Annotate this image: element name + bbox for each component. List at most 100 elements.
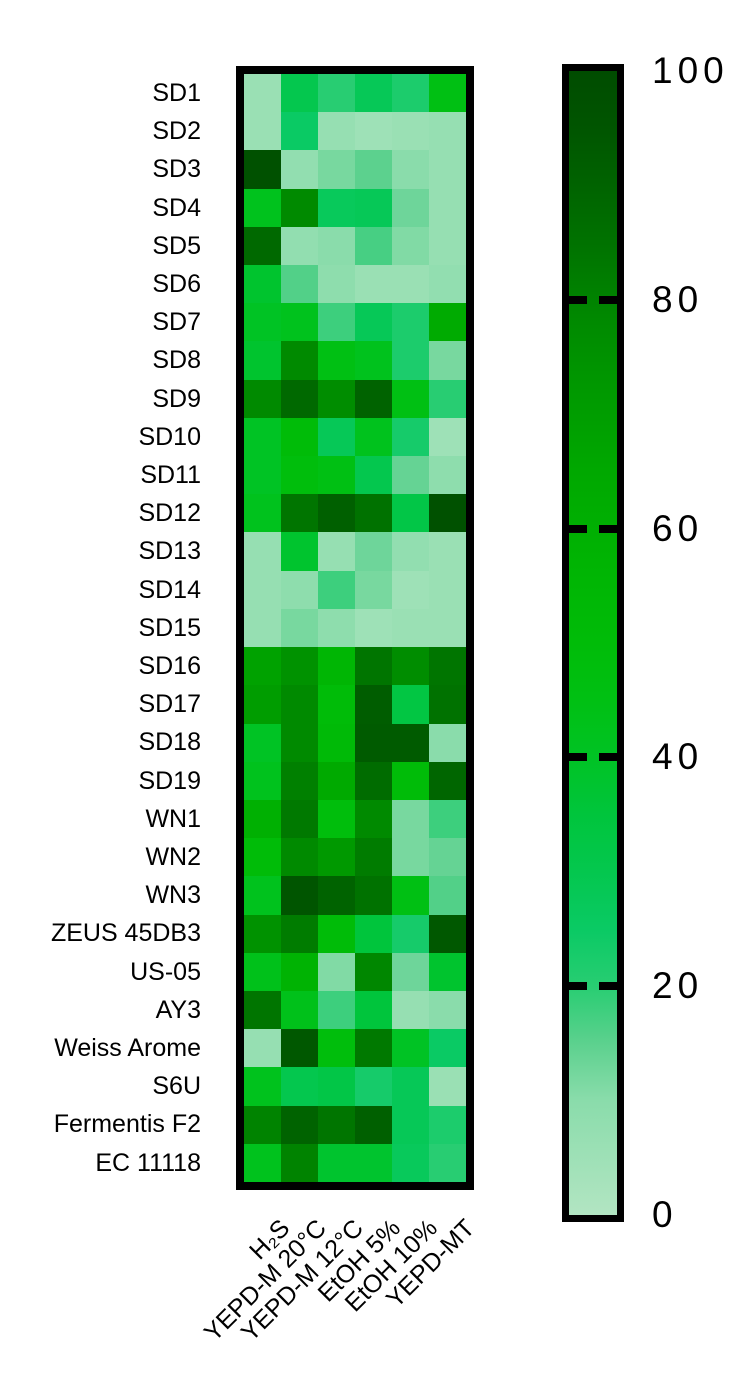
heatmap-cell [355,341,392,380]
heatmap-cell [318,188,355,227]
heatmap-cell [392,226,429,266]
colorbar-tick [599,982,624,991]
heatmap-cell [318,914,355,953]
heatmap-cell [392,150,429,189]
heatmap-cell [244,188,281,227]
heatmap-cell [429,379,466,418]
heatmap-cell [355,799,392,839]
row-label: WN1 [145,804,201,833]
heatmap-cell [318,494,355,533]
heatmap-cell [244,379,281,418]
heatmap-cell [281,1105,318,1144]
row-label: SD10 [138,422,201,451]
heatmap-cell [281,876,318,915]
row-label: SD6 [152,270,201,298]
heatmap-cell [244,685,281,724]
heatmap-cell [392,723,429,762]
heatmap-cell [429,990,466,1030]
heatmap-cell [429,838,466,877]
heatmap-cell [429,112,466,151]
heatmap-grid [236,66,474,1190]
heatmap-cell [392,952,429,991]
heatmap-cell [244,570,281,609]
heatmap-cell [355,608,392,648]
heatmap-cell [355,1105,392,1144]
row-label: SD7 [152,308,201,337]
heatmap-cell [429,150,466,189]
heatmap-cell [318,303,355,342]
heatmap-cell [244,532,281,571]
heatmap-cell [318,341,355,380]
heatmap-cell [355,685,392,724]
heatmap-cell [429,723,466,762]
heatmap-cell [281,647,318,686]
heatmap-cell [392,1067,429,1106]
heatmap-cell [429,952,466,991]
row-label: SD4 [152,193,201,222]
heatmap-cell [244,876,281,915]
colorbar-tick [599,524,624,533]
heatmap-cell [429,456,466,495]
heatmap-cell [244,112,281,151]
heatmap-cell [355,723,392,762]
heatmap-cell [244,761,281,800]
heatmap-cell [244,265,281,304]
heatmap-cell [392,608,429,648]
heatmap-cell [355,303,392,342]
heatmap-cell [355,876,392,915]
heatmap-cell [355,990,392,1030]
heatmap-cell [281,685,318,724]
heatmap-cell [355,188,392,227]
heatmap-cell [392,1029,429,1068]
heatmap-cell [355,838,392,877]
heatmap-cell [392,265,429,304]
heatmap-cell [429,74,466,113]
heatmap-cell [318,1105,355,1144]
heatmap-cell [281,74,318,113]
heatmap-cell [318,723,355,762]
heatmap-cell [392,303,429,342]
heatmap-cell [244,1067,281,1106]
heatmap-cell [429,761,466,800]
heatmap-cell [429,1067,466,1106]
heatmap-cell [281,341,318,380]
heatmap-cell [429,226,466,266]
heatmap-cell [429,914,466,953]
heatmap-cell [355,532,392,571]
heatmap-cell [392,799,429,839]
heatmap-cell [244,1105,281,1144]
heatmap-cell [244,74,281,113]
heatmap-cell [392,570,429,609]
heatmap-cell [318,608,355,648]
row-label: SD11 [140,461,201,489]
colorbar-tick-label: 100 [652,50,729,91]
heatmap-cell [281,532,318,571]
row-label: S6U [152,1072,201,1101]
heatmap-cell [281,952,318,991]
colorbar-tick-label: 40 [652,736,704,778]
heatmap-cell [429,303,466,342]
row-label: SD3 [152,155,201,184]
heatmap-cell [392,1105,429,1144]
heatmap-cell [355,1067,392,1106]
heatmap-cell [355,1029,392,1068]
heatmap-cell [281,303,318,342]
heatmap-cell [244,226,281,266]
row-label: AY3 [155,995,201,1024]
heatmap-cell [281,990,318,1030]
heatmap-cell [244,494,281,533]
heatmap-cell [318,150,355,189]
heatmap-cell [392,456,429,495]
heatmap-cell [355,417,392,457]
heatmap-cell [318,112,355,151]
heatmap-cell [355,265,392,304]
heatmap-cell [281,608,318,648]
heatmap-cell [281,188,318,227]
colorbar-tick-label: 20 [652,965,704,1007]
heatmap-cell [281,723,318,762]
heatmap-cell [281,799,318,839]
heatmap-cell [355,494,392,533]
row-label: SD1 [152,79,201,107]
heatmap-cell [355,226,392,266]
